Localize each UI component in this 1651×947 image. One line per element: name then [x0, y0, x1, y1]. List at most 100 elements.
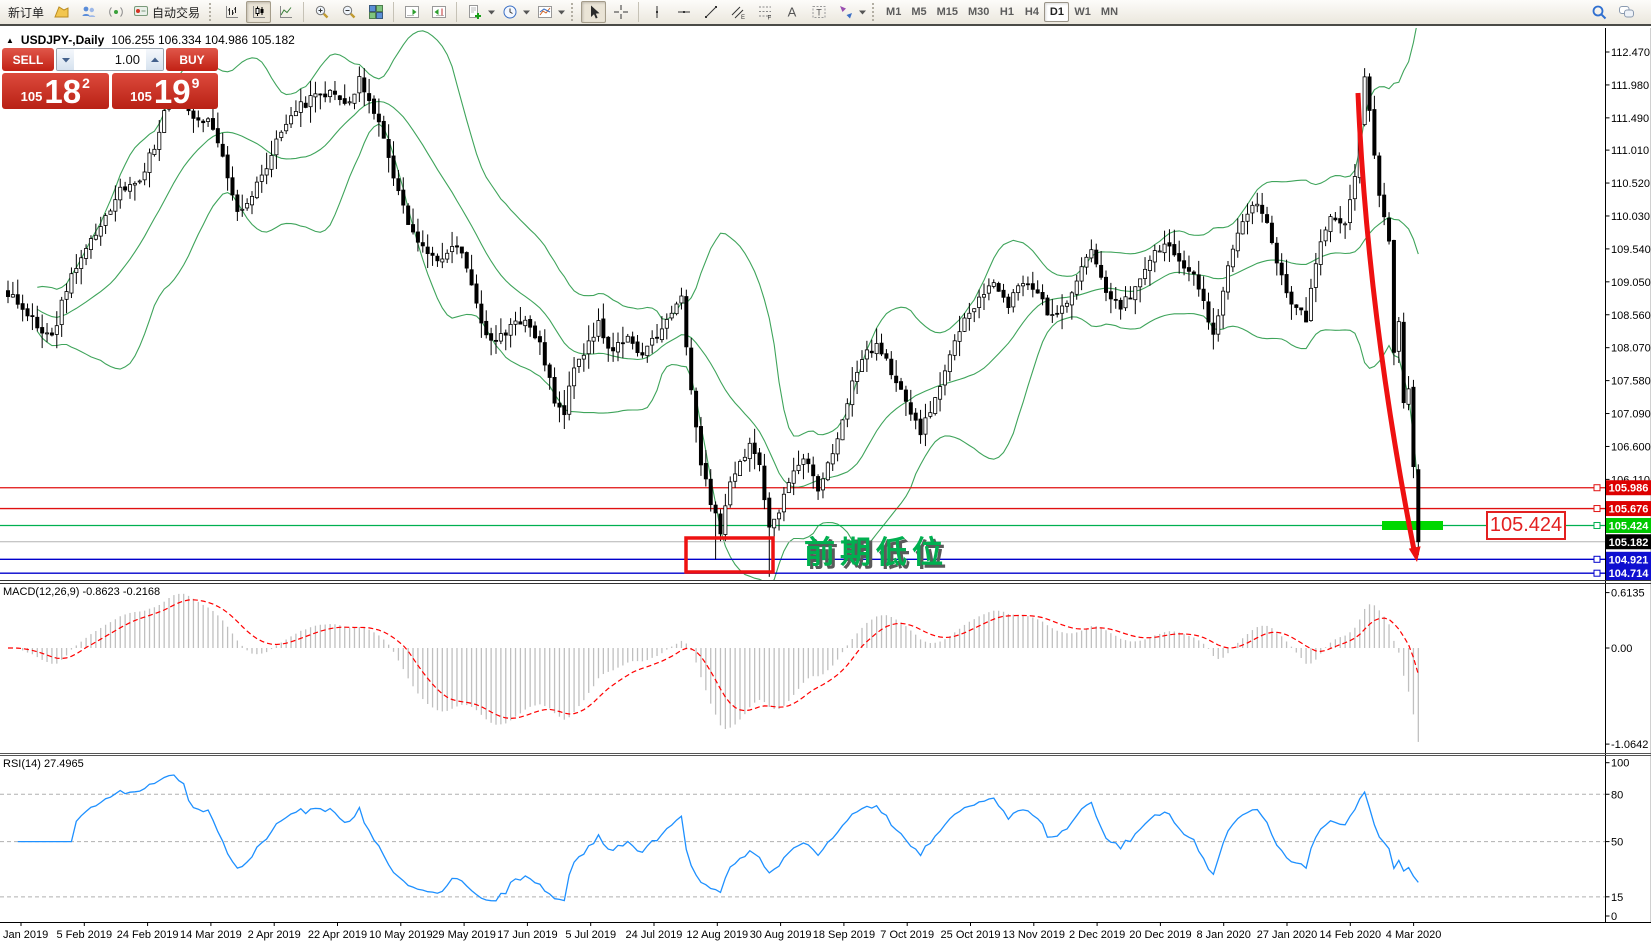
toolbar-separator: [456, 2, 458, 22]
svg-text:20 Dec 2019: 20 Dec 2019: [1129, 929, 1191, 941]
templates-button[interactable]: [532, 1, 557, 23]
svg-text:T: T: [816, 8, 822, 18]
sell-price-panel[interactable]: 105 18 2: [2, 73, 109, 109]
horizontal-line-tool-button[interactable]: [671, 1, 696, 23]
templates-dropdown-caret-icon[interactable]: [557, 3, 566, 21]
bar-chart-icon: [224, 4, 240, 20]
new-chart-button[interactable]: [49, 1, 74, 23]
channel-t ool-button[interactable]: E: [725, 1, 750, 23]
trendline-tool-button[interactable]: [698, 1, 723, 23]
profiles-button[interactable]: [76, 1, 101, 23]
svg-text:108.560: 108.560: [1611, 310, 1651, 322]
toolbar: 新订单 自动交易: [0, 0, 1651, 26]
collapse-panel-icon[interactable]: ▲: [6, 35, 14, 45]
new-order-label: 新订单: [8, 5, 45, 20]
tile-windows-button[interactable]: [363, 1, 388, 23]
svg-text:2 Apr 2019: 2 Apr 2019: [248, 929, 301, 941]
bar-chart-mode-button[interactable]: [219, 1, 244, 23]
fibonacci-tool-button[interactable]: F: [752, 1, 777, 23]
sell-button[interactable]: SELL: [2, 48, 54, 71]
svg-text:0.6135: 0.6135: [1611, 588, 1645, 600]
zoom-in-button[interactable]: [309, 1, 334, 23]
fibonacci-icon: F: [757, 4, 773, 20]
svg-text:10 May 2019: 10 May 2019: [369, 929, 433, 941]
buy-price-pip: 9: [191, 75, 200, 91]
svg-text:24 Jul 2019: 24 Jul 2019: [626, 929, 683, 941]
line-chart-mode-button[interactable]: [273, 1, 298, 23]
volume-increase-button[interactable]: [146, 49, 163, 70]
toolbar-separator: [638, 2, 640, 22]
svg-text:-1.0642: -1.0642: [1611, 739, 1648, 751]
svg-text:111.490: 111.490: [1611, 113, 1649, 125]
support-level-price-label[interactable]: 105.424: [1486, 511, 1566, 540]
toolbar-grip: [571, 3, 575, 21]
periods-button[interactable]: [497, 1, 522, 23]
vertical-line-tool-button[interactable]: [644, 1, 669, 23]
timeframe-mn-button[interactable]: MN: [1096, 2, 1123, 22]
toolbar-grip: [209, 3, 213, 21]
rsi-indicator-label: RSI(14) 27.4965: [3, 758, 84, 770]
zoom-in-icon: [314, 4, 330, 20]
previous-low-annotation[interactable]: 前期低位: [804, 535, 948, 570]
periods-dropdown-caret-icon[interactable]: [522, 3, 531, 21]
candlestick-mode-button[interactable]: [246, 1, 272, 23]
text-icon: A: [784, 4, 800, 20]
chart-shift-icon: [404, 4, 420, 20]
svg-text:104.714: 104.714: [1609, 568, 1650, 580]
auto-trading-button[interactable]: 自动交易: [129, 1, 204, 23]
templates-icon: [537, 4, 553, 20]
trendline-icon: [703, 4, 719, 20]
crosshair-tool-button[interactable]: [608, 1, 633, 23]
timeframe-m15-button[interactable]: M15: [932, 2, 963, 22]
add-indicator-icon: [467, 4, 483, 20]
buy-button[interactable]: BUY: [166, 48, 218, 71]
auto-scroll-button[interactable]: [426, 1, 451, 23]
cursor-icon: [586, 4, 602, 20]
toolbar-separator: [393, 2, 395, 22]
chat-button[interactable]: [1614, 1, 1639, 23]
svg-text:80: 80: [1611, 789, 1623, 801]
volume-decrease-button[interactable]: [57, 49, 74, 70]
alerts-button[interactable]: [103, 1, 128, 23]
candlestick-icon: [251, 4, 267, 20]
timeframe-h4-button[interactable]: H4: [1019, 2, 1044, 22]
svg-text:107.090: 107.090: [1611, 409, 1651, 421]
arrows-icon: [838, 4, 854, 20]
tile-windows-icon: [368, 4, 384, 20]
text-label-tool-button[interactable]: T: [806, 1, 831, 23]
add-indicator-button[interactable]: [462, 1, 487, 23]
new-chart-icon: [53, 4, 70, 20]
search-button[interactable]: [1587, 1, 1612, 23]
timeframe-m30-button[interactable]: M30: [963, 2, 994, 22]
svg-text:104.921: 104.921: [1609, 554, 1649, 566]
new-order-button[interactable]: 新订单: [4, 1, 48, 23]
svg-text:109.050: 109.050: [1611, 277, 1651, 289]
add-indicator-dropdown-caret-icon[interactable]: [487, 3, 496, 21]
svg-text:105.676: 105.676: [1609, 504, 1649, 516]
svg-text:110.520: 110.520: [1611, 178, 1650, 190]
arrows-dropdown-caret-icon[interactable]: [858, 3, 867, 21]
svg-text:5 Jul 2019: 5 Jul 2019: [565, 929, 616, 941]
timeframe-h1-button[interactable]: H1: [994, 2, 1019, 22]
signal-icon: [108, 4, 124, 20]
chart-shift-button[interactable]: [399, 1, 424, 23]
volume-stepper: 1.00: [56, 48, 164, 71]
zoom-out-button[interactable]: [336, 1, 361, 23]
arrows-tool-button[interactable]: [833, 1, 858, 23]
sell-price-base: 105: [20, 89, 43, 104]
timeframe-m5-button[interactable]: M5: [906, 2, 931, 22]
buy-price-panel[interactable]: 105 19 9: [111, 73, 218, 109]
timeframe-d1-button[interactable]: D1: [1044, 2, 1070, 22]
line-chart-icon: [278, 4, 294, 20]
volume-value[interactable]: 1.00: [114, 52, 140, 67]
cursor-tool-button[interactable]: [581, 1, 607, 23]
sell-price-big: 18: [44, 73, 82, 110]
svg-text:22 Apr 2019: 22 Apr 2019: [308, 929, 367, 941]
timeframe-w1-button[interactable]: W1: [1069, 2, 1096, 22]
svg-text:100: 100: [1611, 758, 1629, 770]
svg-text:25 Oct 2019: 25 Oct 2019: [941, 929, 1001, 941]
text-tool-button[interactable]: A: [779, 1, 804, 23]
timeframe-m1-button[interactable]: M1: [881, 2, 906, 22]
